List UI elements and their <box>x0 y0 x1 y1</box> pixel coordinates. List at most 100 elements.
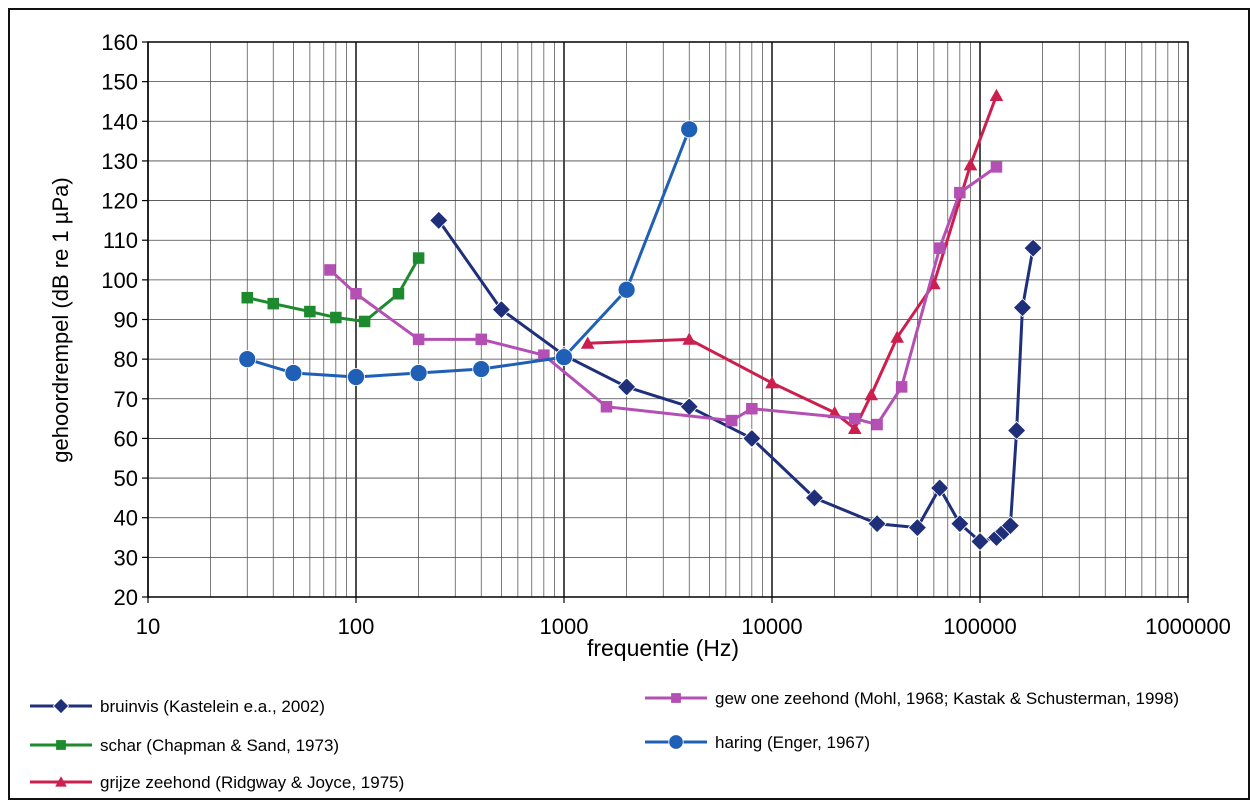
data-point-square <box>746 402 758 415</box>
x-tick-label: 10 <box>136 614 160 639</box>
data-point-diamond <box>52 697 70 715</box>
data-point-diamond <box>804 488 825 508</box>
data-point-square <box>849 412 861 425</box>
data-point-circle <box>555 348 573 367</box>
data-point-square <box>304 305 316 318</box>
legend-item-4: gew one zeehond (Mohl, 1968; Kastak & Sc… <box>645 689 1179 708</box>
data-point-circle <box>238 350 257 369</box>
legend-label: bruinvis (Kastelein e.a., 2002) <box>100 697 325 716</box>
data-point-diamond <box>930 478 950 498</box>
series-line <box>329 165 998 427</box>
data-point-square <box>954 186 966 199</box>
series-line <box>587 94 998 431</box>
data-point-triangle <box>682 332 697 345</box>
y-axis-ticks: 20 30 40 50 60 70 80 90 100 110 120 130 140 150 160 <box>101 30 148 610</box>
y-tick-label: 120 <box>101 189 138 214</box>
x-tick-label: 1000 <box>540 614 589 639</box>
data-point-square <box>990 161 1003 173</box>
legend-label: gew one zeehond (Mohl, 1968; Kastak & Sc… <box>715 689 1179 708</box>
data-point-diamond <box>1012 298 1033 318</box>
data-point-circle <box>347 368 365 386</box>
x-tick-label: 100000 <box>943 614 1016 639</box>
grid-lines <box>147 41 1188 598</box>
legend-label: grijze zeehond (Ridgway & Joyce, 1975) <box>100 773 404 792</box>
data-point-diamond <box>950 514 970 534</box>
data-point-triangle <box>765 376 779 389</box>
x-tick-label: 1000000 <box>1145 614 1231 639</box>
data-point-diamond <box>867 514 887 534</box>
data-point-diamond <box>1023 238 1043 258</box>
y-tick-label: 60 <box>114 426 138 451</box>
data-point-triangle <box>864 388 879 401</box>
data-point-square <box>350 287 362 300</box>
data-point-square <box>324 264 336 276</box>
y-tick-label: 80 <box>114 347 138 372</box>
data-point-square <box>267 297 279 310</box>
data-point-diamond <box>1000 516 1020 536</box>
y-tick-label: 130 <box>101 149 138 174</box>
series-3 <box>580 88 1004 434</box>
legend: bruinvis (Kastelein e.a., 2002) schar (Ch… <box>30 689 1179 792</box>
chart-frame <box>8 8 1250 800</box>
y-tick-label: 100 <box>101 268 138 293</box>
y-tick-label: 30 <box>114 545 138 570</box>
legend-label: haring (Enger, 1967) <box>715 733 870 752</box>
y-tick-label: 150 <box>101 70 138 95</box>
data-point-circle <box>668 734 684 750</box>
data-point-square <box>671 693 681 703</box>
data-point-diamond <box>617 377 637 397</box>
series-group <box>238 88 1043 552</box>
data-point-triangle <box>847 421 862 434</box>
data-point-circle <box>472 360 491 378</box>
data-point-square <box>241 291 254 304</box>
data-point-square <box>895 381 908 393</box>
data-point-square <box>933 242 946 254</box>
data-point-diamond <box>970 531 990 552</box>
data-point-circle <box>284 364 303 382</box>
data-point-square <box>330 311 342 324</box>
data-point-square <box>871 418 883 431</box>
y-tick-label: 110 <box>103 228 138 253</box>
data-point-square <box>412 252 425 264</box>
data-point-circle <box>409 364 428 382</box>
data-point-diamond <box>679 397 699 417</box>
data-point-diamond <box>1007 420 1027 441</box>
legend-item-2: schar (Chapman & Sand, 1973) <box>30 736 339 755</box>
data-point-circle <box>680 120 699 139</box>
data-point-square <box>600 400 613 413</box>
series-2 <box>241 252 425 328</box>
y-tick-label: 140 <box>101 109 138 134</box>
y-axis-label: gehoordrempel (dB re 1 µPa) <box>48 177 73 462</box>
data-point-triangle <box>55 776 67 787</box>
x-tick-label: 10000 <box>741 614 802 639</box>
legend-item-3: grijze zeehond (Ridgway & Joyce, 1975) <box>30 773 404 792</box>
data-point-diamond <box>491 300 511 320</box>
data-point-square <box>538 349 550 361</box>
data-point-diamond <box>907 518 927 538</box>
y-tick-label: 160 <box>101 30 138 55</box>
data-point-circle <box>617 280 636 299</box>
series-4 <box>324 161 1003 431</box>
x-axis-ticks: 10 100 1000 10000 100000 1000000 <box>136 597 1231 639</box>
data-point-triangle <box>963 158 978 171</box>
x-axis-label: frequentie (Hz) <box>587 635 739 661</box>
x-tick-label: 100 <box>338 614 375 639</box>
y-tick-label: 90 <box>114 308 138 333</box>
y-tick-label: 50 <box>114 466 138 491</box>
series-5 <box>238 120 699 386</box>
data-point-triangle <box>989 88 1004 101</box>
data-point-square <box>358 315 371 328</box>
data-point-square <box>725 414 738 427</box>
legend-label: schar (Chapman & Sand, 1973) <box>100 736 339 755</box>
data-point-triangle <box>890 330 905 343</box>
series-line <box>437 219 1035 543</box>
y-tick-label: 20 <box>114 585 138 610</box>
series-line <box>246 128 691 379</box>
data-point-square <box>392 287 405 300</box>
data-point-triangle <box>580 336 595 349</box>
legend-item-5: haring (Enger, 1967) <box>645 733 870 752</box>
data-point-diamond <box>429 210 449 230</box>
data-point-square <box>412 333 425 346</box>
legend-item-1: bruinvis (Kastelein e.a., 2002) <box>30 697 325 716</box>
